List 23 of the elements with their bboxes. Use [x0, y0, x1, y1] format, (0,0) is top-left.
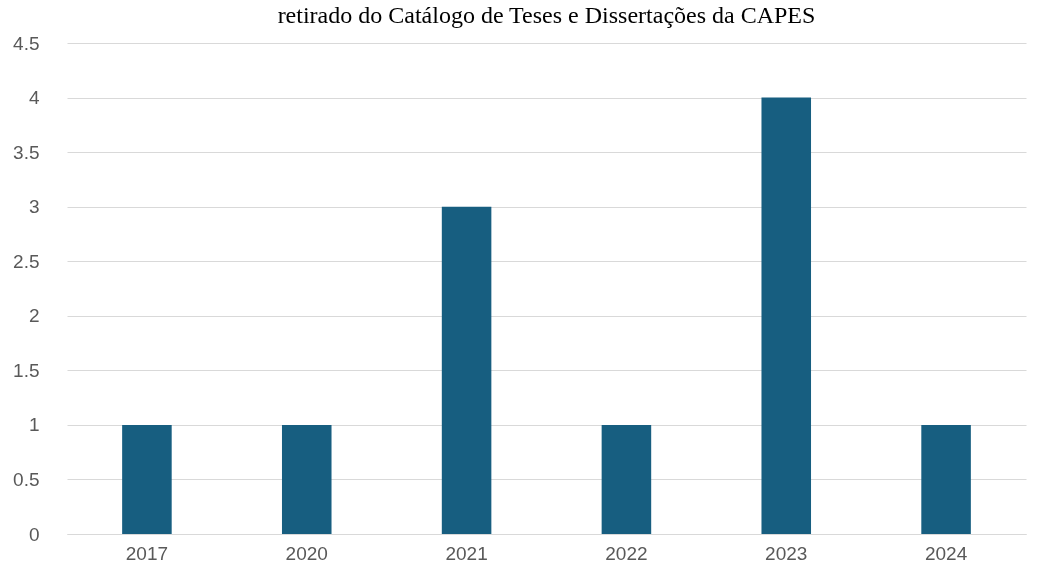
bar	[281, 424, 332, 534]
y-tick-label: 0.5	[13, 468, 40, 490]
y-tick-label: 2	[28, 305, 40, 327]
x-tick-label: 2017	[125, 542, 169, 564]
bar	[441, 206, 492, 534]
bar	[921, 424, 971, 534]
y-tick-label: 2.5	[13, 250, 40, 272]
y-tick-label: 1.5	[13, 359, 40, 381]
bar	[601, 424, 652, 534]
y-tick-label: 3.5	[13, 141, 40, 163]
x-tick-label: 2023	[765, 542, 808, 564]
y-tick-label: 0	[28, 523, 40, 545]
y-tick-label: 3	[28, 196, 40, 218]
bar	[761, 97, 812, 534]
x-tick-label: 2022	[605, 542, 648, 564]
bar	[122, 424, 172, 534]
y-tick-label: 4	[28, 87, 40, 109]
x-tick-label: 2020	[285, 542, 328, 564]
y-tick-label: 1	[28, 414, 40, 436]
y-tick-label: 4.5	[13, 32, 40, 54]
x-tick-label: 2024	[924, 542, 968, 564]
chart-title: retirado do Catálogo de Teses e Dissertações da CAPES	[277, 2, 816, 28]
x-tick-label: 2021	[445, 542, 488, 564]
